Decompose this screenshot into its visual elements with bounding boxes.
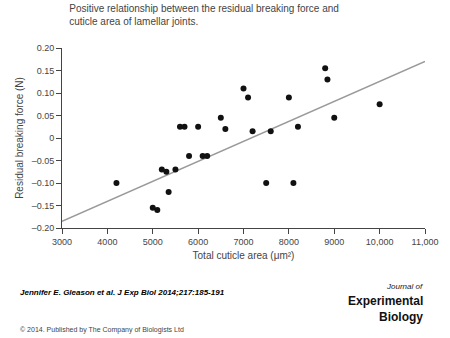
- svg-text:0.05: 0.05: [37, 111, 55, 121]
- svg-text:5000: 5000: [143, 237, 163, 247]
- svg-text:© 2014. Published by The Compa: © 2014. Published by The Company of Biol…: [20, 326, 184, 334]
- svg-text:3000: 3000: [52, 237, 72, 247]
- svg-text:–0.10: –0.10: [32, 178, 55, 188]
- svg-text:0.10: 0.10: [37, 88, 55, 98]
- svg-text:Positive relationship between: Positive relationship between the residu…: [69, 3, 339, 27]
- svg-text:–0.15: –0.15: [32, 201, 55, 211]
- svg-text:7000: 7000: [233, 237, 253, 247]
- svg-text:0.20: 0.20: [37, 43, 55, 53]
- svg-text:–0.05: –0.05: [32, 156, 55, 166]
- svg-text:6000: 6000: [188, 237, 208, 247]
- svg-text:8000: 8000: [279, 237, 299, 247]
- svg-text:Jennifer E. Gleason et al. J E: Jennifer E. Gleason et al. J Exp Biol 20…: [20, 288, 225, 297]
- svg-text:Residual breaking force (N): Residual breaking force (N): [14, 77, 25, 199]
- svg-text:–0.20: –0.20: [32, 223, 55, 233]
- svg-text:4000: 4000: [97, 237, 117, 247]
- svg-text:11,000: 11,000: [412, 237, 439, 247]
- svg-text:Experimental: Experimental: [348, 294, 423, 308]
- svg-text:Biology: Biology: [379, 310, 423, 324]
- svg-text:Total cuticle area (μm²): Total cuticle area (μm²): [193, 250, 295, 261]
- svg-text:Journal of: Journal of: [386, 282, 423, 291]
- svg-text:10,000: 10,000: [366, 237, 394, 247]
- svg-text:0: 0: [49, 133, 54, 143]
- svg-text:9000: 9000: [324, 237, 344, 247]
- svg-text:0.15: 0.15: [37, 66, 55, 76]
